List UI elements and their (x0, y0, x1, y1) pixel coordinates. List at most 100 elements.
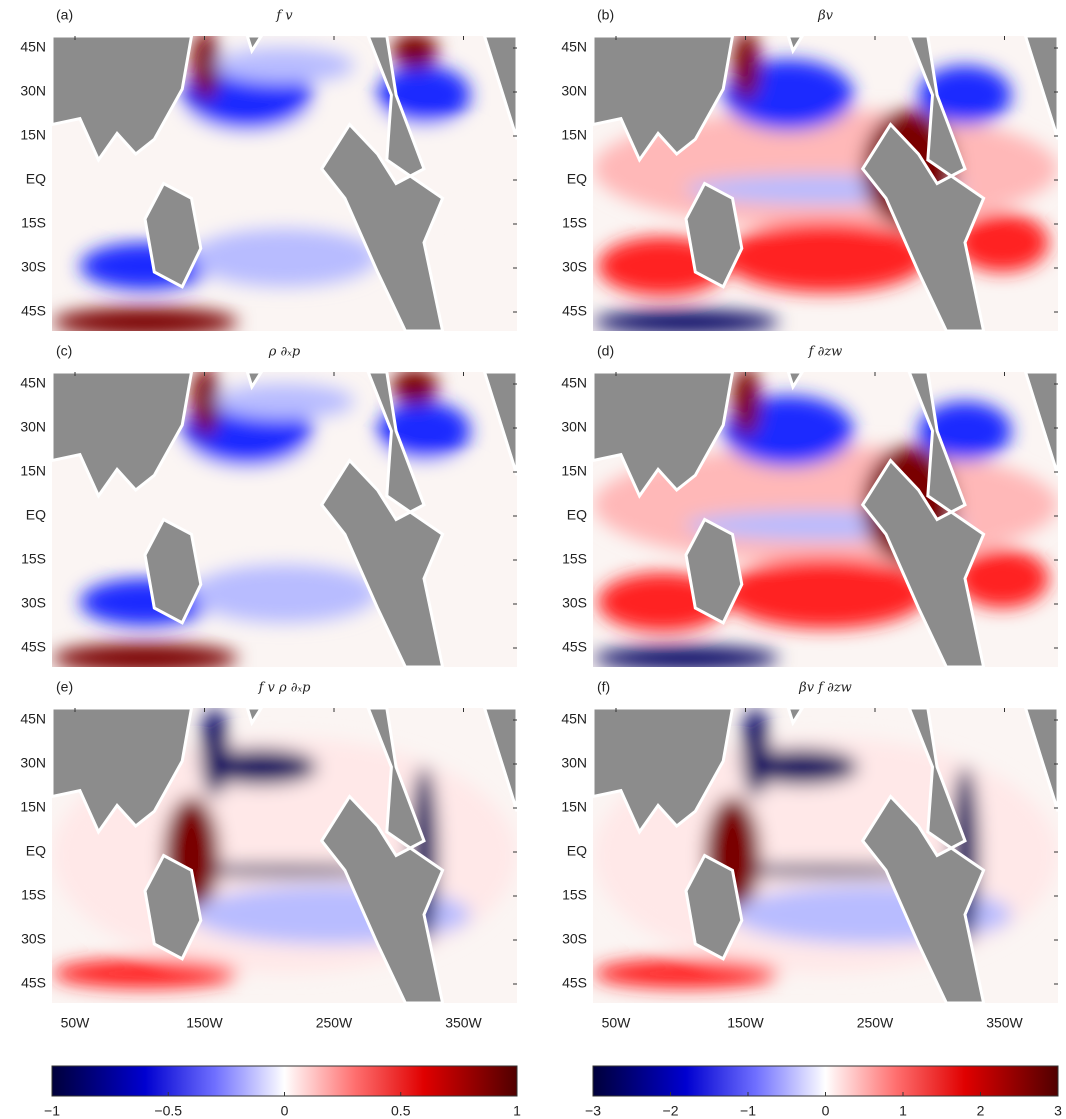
map-panel: (b) βv 45N 30N 15N EQ 15S 30S 45S (561, 7, 1058, 331)
longitude-label: 350W (986, 1015, 1023, 1031)
field-blob (200, 708, 229, 797)
panel-title: f ∂zw (808, 345, 843, 360)
land (319, 36, 445, 331)
latitude-label: EQ (26, 843, 46, 859)
field-blob (593, 958, 779, 989)
panel-label: (c) (56, 343, 72, 359)
longitude-label: 50W (602, 1015, 632, 1031)
map (593, 36, 1058, 331)
latitude-label: 45S (562, 975, 587, 991)
colorbar: −3 −2 −1 0 1 2 3 (585, 1065, 1062, 1119)
map-panel: (e) f v ρ ∂ₓp 45N 30N 15N EQ 15S 30S 45S 50W 150W 2… (20, 679, 517, 1031)
colorbar-tick-label: 0 (281, 1103, 289, 1119)
land (786, 372, 805, 391)
field-blob (732, 372, 761, 437)
panel-label: (d) (597, 343, 614, 359)
latitude-label: 15S (562, 215, 587, 231)
latitude-label: 30S (562, 595, 587, 611)
field-blob (214, 383, 355, 420)
land (860, 708, 986, 1003)
latitude-label: 30N (561, 755, 587, 771)
field-blob (955, 213, 1049, 272)
land (1023, 36, 1058, 140)
longitude-label: 50W (61, 1015, 91, 1031)
colorbar-gradient (51, 1065, 518, 1097)
map-panel: (c) ρ ∂ₓp 45N 30N 15N EQ 15S 30S 45S (20, 343, 517, 667)
latitude-label: 15N (20, 463, 46, 479)
field-blob (191, 36, 220, 101)
latitude-label: 15N (561, 127, 587, 143)
panel-title: f v (275, 9, 293, 24)
latitude-label: 45S (21, 975, 46, 991)
latitude-label: 45S (21, 303, 46, 319)
latitude-label: 30N (561, 419, 587, 435)
map-panel: (a) f v 45N 30N 15N EQ 15S 30S 45S (20, 7, 517, 331)
land (143, 181, 203, 289)
map-panel: (f) βv f ∂zw 45N 30N 15N EQ 15S 30S 45S 50W 150W 25… (561, 679, 1058, 1031)
longitude-label: 150W (186, 1015, 223, 1031)
latitude-label: 45N (561, 375, 587, 391)
latitude-label: EQ (567, 171, 587, 187)
latitude-label: 15S (562, 887, 587, 903)
latitude-label: 45S (562, 639, 587, 655)
latitude-label: 30N (561, 83, 587, 99)
colorbar: −1 −0.5 0 0.5 1 (44, 1065, 521, 1119)
panel-label: (a) (56, 7, 73, 23)
latitude-label: 15N (20, 127, 46, 143)
land (482, 708, 517, 812)
colorbar-tick-label: −1 (44, 1103, 60, 1119)
land (684, 181, 744, 289)
panel-label: (e) (56, 679, 73, 695)
panel-title: βv (817, 9, 834, 24)
field-blob (732, 36, 761, 101)
land (684, 517, 744, 625)
land (143, 517, 203, 625)
colorbar-tick-label: 1 (899, 1103, 907, 1119)
map (593, 372, 1058, 667)
latitude-label: 15N (561, 799, 587, 815)
map (52, 36, 517, 331)
land (786, 708, 805, 727)
latitude-label: 30S (21, 931, 46, 947)
longitude-label: 350W (445, 1015, 482, 1031)
land (245, 36, 264, 55)
latitude-label: 45N (20, 375, 46, 391)
panel-title: ρ ∂ₓp (268, 345, 301, 360)
field-blob (593, 310, 779, 331)
field-blob (191, 563, 378, 623)
colorbar-gradient (592, 1065, 1059, 1097)
land (1023, 708, 1058, 812)
land (52, 708, 194, 835)
latitude-label: 30N (20, 755, 46, 771)
colorbar-tick-label: −1 (740, 1103, 756, 1119)
field-blob (723, 557, 928, 629)
latitude-label: 15S (21, 551, 46, 567)
latitude-label: 45N (561, 711, 587, 727)
latitude-label: 30S (562, 931, 587, 947)
land (860, 36, 986, 331)
map (52, 372, 517, 667)
latitude-label: 15N (20, 799, 46, 815)
latitude-label: 45N (561, 39, 587, 55)
latitude-label: 30S (562, 259, 587, 275)
field-blob (52, 643, 238, 667)
field-blob (52, 307, 238, 331)
land (52, 372, 194, 499)
longitude-label: 250W (857, 1015, 894, 1031)
land (482, 36, 517, 140)
latitude-label: 30N (20, 419, 46, 435)
latitude-label: 30S (21, 595, 46, 611)
latitude-label: EQ (26, 171, 46, 187)
latitude-label: 15S (21, 887, 46, 903)
panel-title: f v ρ ∂ₓp (258, 681, 312, 696)
land (52, 36, 194, 163)
map (593, 708, 1058, 1003)
longitude-label: 150W (727, 1015, 764, 1031)
panel-label: (f) (597, 679, 610, 695)
map-panel: (d) f ∂zw 45N 30N 15N EQ 15S 30S 45S (561, 343, 1058, 667)
colorbar-tick-label: 0.5 (391, 1103, 411, 1119)
field-blob (723, 221, 928, 293)
latitude-label: 15N (561, 463, 587, 479)
